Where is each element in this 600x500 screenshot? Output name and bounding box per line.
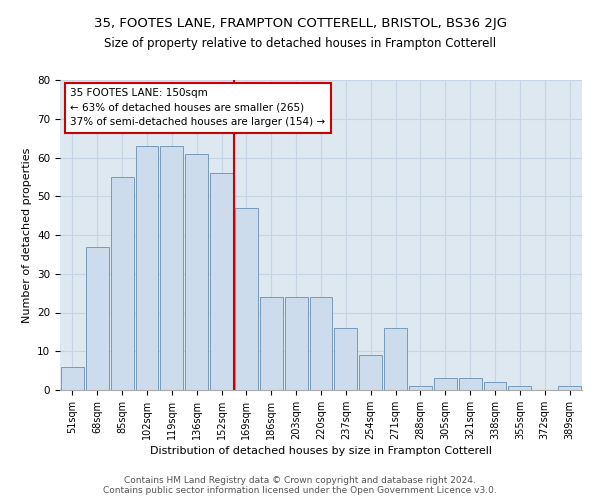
Bar bbox=[210, 173, 233, 390]
Bar bbox=[484, 382, 506, 390]
Bar bbox=[558, 386, 581, 390]
Bar bbox=[260, 297, 283, 390]
Bar bbox=[235, 208, 258, 390]
Bar bbox=[359, 355, 382, 390]
Bar bbox=[61, 367, 84, 390]
Text: Contains public sector information licensed under the Open Government Licence v3: Contains public sector information licen… bbox=[103, 486, 497, 495]
Text: 35, FOOTES LANE, FRAMPTON COTTERELL, BRISTOL, BS36 2JG: 35, FOOTES LANE, FRAMPTON COTTERELL, BRI… bbox=[94, 18, 506, 30]
Text: Contains HM Land Registry data © Crown copyright and database right 2024.: Contains HM Land Registry data © Crown c… bbox=[124, 476, 476, 485]
Bar bbox=[384, 328, 407, 390]
Text: Size of property relative to detached houses in Frampton Cotterell: Size of property relative to detached ho… bbox=[104, 38, 496, 51]
Bar bbox=[409, 386, 432, 390]
Bar bbox=[334, 328, 357, 390]
Y-axis label: Number of detached properties: Number of detached properties bbox=[22, 148, 32, 322]
Bar bbox=[160, 146, 183, 390]
Bar bbox=[310, 297, 332, 390]
Bar bbox=[434, 378, 457, 390]
X-axis label: Distribution of detached houses by size in Frampton Cotterell: Distribution of detached houses by size … bbox=[150, 446, 492, 456]
Bar bbox=[508, 386, 531, 390]
Bar bbox=[185, 154, 208, 390]
Bar bbox=[459, 378, 482, 390]
Text: 35 FOOTES LANE: 150sqm
← 63% of detached houses are smaller (265)
37% of semi-de: 35 FOOTES LANE: 150sqm ← 63% of detached… bbox=[70, 88, 326, 128]
Bar bbox=[86, 246, 109, 390]
Bar bbox=[136, 146, 158, 390]
Bar bbox=[111, 177, 134, 390]
Bar bbox=[285, 297, 308, 390]
